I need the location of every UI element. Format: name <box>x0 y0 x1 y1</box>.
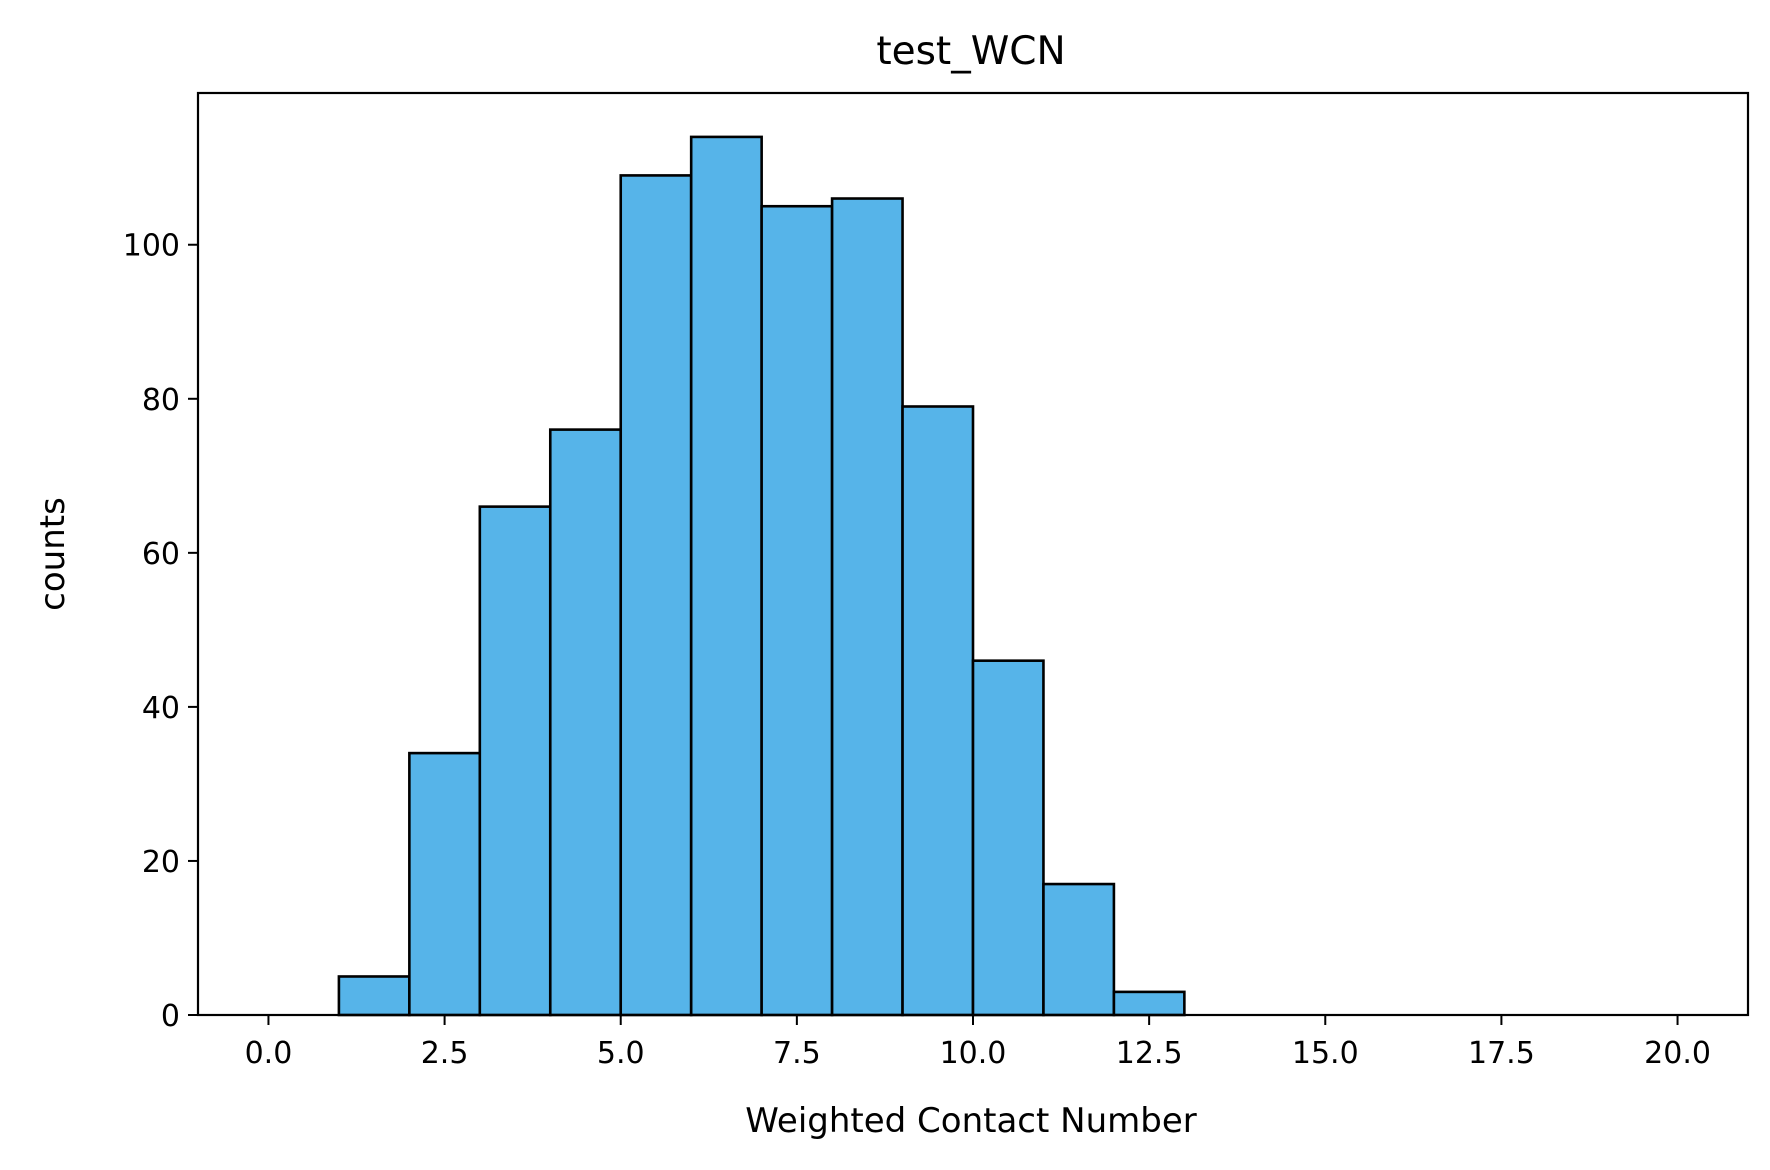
histogram-bar <box>830 197 904 1017</box>
x-axis: 0.0 2.5 5.0 7.5 10.0 12.5 15.0 17.5 20.0 <box>245 1015 1711 1071</box>
y-axis-label: counts <box>33 497 73 611</box>
y-tick-label: 80 <box>142 383 180 418</box>
x-tick-label: 10.0 <box>940 1036 1007 1071</box>
y-tick-label: 100 <box>123 229 180 264</box>
histogram-bar <box>337 975 411 1017</box>
histogram-bar <box>901 405 975 1017</box>
x-tick-label: 12.5 <box>1116 1036 1183 1071</box>
x-tick-label: 15.0 <box>1292 1036 1359 1071</box>
x-tick-label: 7.5 <box>773 1036 821 1071</box>
histogram-bar <box>971 659 1045 1017</box>
y-tick-label: 20 <box>142 845 180 880</box>
histogram-bar <box>689 135 763 1017</box>
x-tick-label: 17.5 <box>1468 1036 1535 1071</box>
histogram-bar <box>1042 882 1116 1017</box>
y-tick-label: 60 <box>142 537 180 572</box>
x-tick-label: 0.0 <box>245 1036 293 1071</box>
y-axis: 0 20 40 60 80 100 <box>123 229 198 1034</box>
y-tick-label: 0 <box>161 999 180 1034</box>
x-tick-label: 20.0 <box>1644 1036 1711 1071</box>
histogram-bar <box>408 751 482 1017</box>
histogram-bar <box>548 428 623 1017</box>
x-tick-label: 5.0 <box>597 1036 645 1071</box>
histogram-bar <box>760 204 834 1017</box>
chart-title: test_WCN <box>876 29 1065 74</box>
histogram-bar <box>619 174 693 1017</box>
bars-group <box>337 135 1186 1017</box>
histogram-bar <box>478 505 552 1017</box>
y-tick-label: 40 <box>142 691 180 726</box>
x-axis-label: Weighted Contact Number <box>745 1101 1196 1141</box>
histogram-bar <box>1112 990 1186 1017</box>
x-tick-label: 2.5 <box>421 1036 469 1071</box>
